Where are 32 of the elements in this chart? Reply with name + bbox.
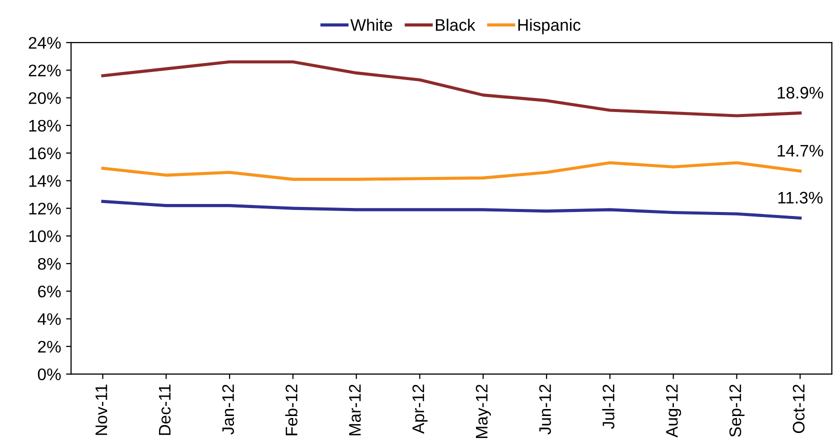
line-series (101, 161, 802, 181)
x-tick-label: Feb-12 (285, 384, 298, 436)
y-tick-label: 4% (38, 313, 61, 325)
y-tick-label: 20% (28, 92, 61, 104)
x-tick-label: Sep-12 (729, 384, 744, 437)
y-tick-label: 6% (38, 286, 61, 298)
legend-label: Black (436, 18, 476, 31)
x-tick-label: Oct-12 (792, 384, 805, 434)
legend-label: White (350, 18, 392, 31)
y-tick-label: 0% (38, 368, 61, 380)
y-tick-label: 10% (29, 230, 61, 242)
x-tick-label: Dec-11 (159, 384, 171, 435)
x-tick-label: Aug-12 (666, 384, 682, 438)
y-tick-label: 24% (28, 36, 61, 49)
y-tick-label: 2% (38, 340, 61, 353)
x-tick-label: Mar-12 (349, 384, 361, 436)
x-tick-label: Jan-12 (222, 384, 234, 434)
annotation: 14.7% (778, 144, 824, 157)
annotation: 11.3% (778, 192, 823, 204)
y-tick-label: 8% (38, 258, 61, 270)
x-tick-label: May-12 (476, 384, 491, 438)
x-tick-label: Jul-12 (602, 384, 614, 429)
legend-label: Hispanic (518, 18, 580, 34)
y-tick-label: 12% (29, 202, 61, 214)
y-tick-label: 14% (29, 175, 61, 187)
x-tick-label: Nov-11 (96, 384, 108, 435)
y-tick-label: 18% (29, 120, 61, 132)
y-tick-label: 16% (29, 147, 61, 160)
annotation: 18.9% (778, 86, 824, 99)
y-tick-label: 22% (28, 64, 61, 76)
x-tick-label: Apr-12 (412, 384, 428, 434)
x-tick-label: Jun-12 (539, 384, 552, 434)
